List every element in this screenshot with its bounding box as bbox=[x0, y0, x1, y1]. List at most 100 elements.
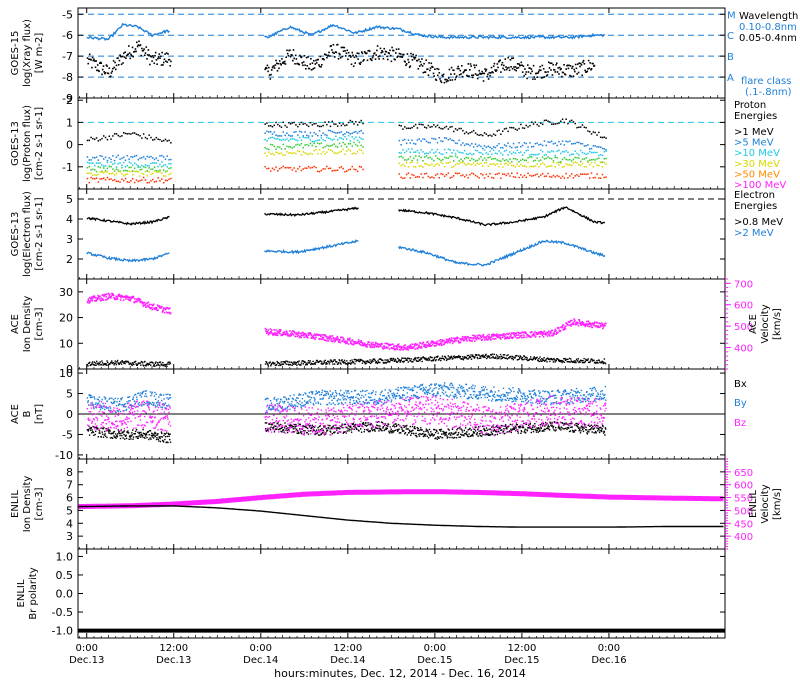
ace-by-point-117 bbox=[137, 403, 139, 405]
xray-long-point-307 bbox=[403, 53, 405, 56]
proton-1-point-40 bbox=[159, 155, 161, 157]
ace-density-point-205 bbox=[300, 364, 302, 366]
data-layer bbox=[78, 22, 725, 633]
proton-1-point-72 bbox=[309, 132, 312, 134]
ace-bx-point-603 bbox=[443, 431, 445, 434]
xray-long-point-267 bbox=[373, 52, 376, 54]
proton-5-point-35 bbox=[150, 180, 152, 182]
ace-velocity-point-852 bbox=[551, 334, 554, 337]
proton-2-point-143 bbox=[472, 153, 475, 155]
ace-bx-point-964 bbox=[600, 429, 603, 431]
proton-0-point-88 bbox=[338, 122, 341, 125]
ace-bx-point-120 bbox=[138, 431, 141, 434]
proton-4-point-165 bbox=[512, 164, 515, 167]
proton-1-point-155 bbox=[494, 146, 497, 149]
xray-long-point-182 bbox=[312, 68, 314, 70]
ace-velocity-point-131 bbox=[143, 301, 146, 304]
ace-bx-point-679 bbox=[476, 432, 478, 434]
ace-density-point-587 bbox=[521, 357, 524, 359]
ace-bx-point-952 bbox=[595, 432, 597, 434]
proton-2-point-117 bbox=[425, 152, 428, 155]
xray-long-point-245 bbox=[358, 52, 360, 55]
ace-bx-point-633 bbox=[456, 434, 458, 436]
ace-by-point-305 bbox=[313, 400, 316, 402]
ace-by-point-393 bbox=[352, 397, 354, 399]
proton-0-point-89 bbox=[340, 124, 343, 127]
proton-0-point-128 bbox=[445, 125, 448, 128]
ace-velocity-point-517 bbox=[406, 348, 408, 350]
ace-by-point-370 bbox=[342, 397, 344, 399]
ace-velocity-point-720 bbox=[494, 334, 497, 336]
ace-bx-point-813 bbox=[535, 428, 537, 430]
ace-velocity-point-290 bbox=[307, 332, 309, 334]
xray-long-point-549 bbox=[578, 62, 581, 64]
proton-5-point-201 bbox=[578, 175, 580, 177]
ace-bx-point-462 bbox=[382, 427, 384, 429]
ace-by-point-194 bbox=[265, 398, 267, 400]
ace-bx-point-691 bbox=[481, 425, 484, 428]
proton-0-point-97 bbox=[355, 121, 357, 123]
ace-velocity-point-457 bbox=[380, 345, 382, 347]
proton-4-point-151 bbox=[487, 165, 489, 167]
ace-bx-point-468 bbox=[384, 423, 387, 425]
ace-bx-point-37 bbox=[102, 436, 105, 438]
ace-by-point-106 bbox=[132, 396, 135, 398]
proton-0-point-187 bbox=[552, 123, 555, 125]
ace-velocity-point-23 bbox=[96, 298, 99, 301]
ace-bx-point-683 bbox=[478, 430, 480, 432]
ace-velocity-point-537 bbox=[414, 343, 417, 345]
ace-by-point-352 bbox=[334, 403, 336, 406]
ace-bx-point-380 bbox=[346, 430, 348, 432]
ace-by-point-49 bbox=[108, 409, 110, 411]
ace-bx-point-700 bbox=[485, 427, 488, 429]
ace-bx-point-204 bbox=[269, 429, 272, 431]
proton-0-point-62 bbox=[291, 122, 294, 124]
ace-bx-point-808 bbox=[532, 431, 535, 433]
ace-bx-point-22 bbox=[96, 428, 98, 430]
proton-5-point-94 bbox=[349, 168, 352, 170]
ace-density-point-182 bbox=[286, 361, 289, 363]
xray-long-point-541 bbox=[572, 75, 575, 77]
proton-3-point-188 bbox=[554, 156, 556, 159]
xray-long-point-464 bbox=[516, 63, 519, 65]
ace-velocity-point-689 bbox=[481, 339, 483, 342]
ace-bx-point-859 bbox=[555, 426, 557, 429]
proton-2-point-81 bbox=[326, 136, 328, 139]
proton-4-point-189 bbox=[556, 162, 558, 164]
ace-velocity-point-627 bbox=[454, 339, 456, 341]
ace-velocity-point-567 bbox=[427, 342, 430, 345]
ace-density-point-365 bbox=[393, 358, 395, 360]
electron-series-0-seg-0 bbox=[86, 215, 170, 226]
proton-0-point-183 bbox=[545, 119, 547, 121]
ace-bx-point-705 bbox=[488, 434, 490, 436]
proton-3-point-35 bbox=[150, 168, 152, 170]
ace-velocity-point-607 bbox=[445, 340, 447, 343]
ace-density-point-281 bbox=[344, 361, 346, 363]
proton-3-point-26 bbox=[133, 167, 136, 169]
ace-density-point-538 bbox=[493, 353, 495, 355]
proton-2-point-11 bbox=[106, 161, 109, 164]
ace-velocity-point-843 bbox=[548, 330, 550, 332]
proton-5-point-184 bbox=[547, 172, 549, 175]
proton-3-point-201 bbox=[578, 157, 580, 159]
ace-velocity-point-576 bbox=[431, 343, 434, 346]
ace-density-point-588 bbox=[522, 359, 524, 361]
proton-4-point-110 bbox=[413, 166, 415, 168]
proton-0-point-26 bbox=[133, 132, 136, 134]
ace-velocity-point-250 bbox=[289, 333, 292, 335]
ace-velocity-point-182 bbox=[165, 311, 168, 314]
xray-long-point-78 bbox=[143, 48, 145, 50]
ace-velocity-point-460 bbox=[381, 343, 383, 345]
xray-long-point-10 bbox=[94, 60, 96, 62]
ace-by-point-387 bbox=[349, 399, 351, 401]
xray-long-point-120 bbox=[267, 70, 269, 73]
proton-4-point-191 bbox=[560, 162, 562, 164]
ace-density-point-354 bbox=[386, 361, 389, 363]
ace-velocity-point-810 bbox=[533, 333, 536, 336]
ace-density-point-581 bbox=[518, 358, 520, 360]
ace-by-point-230 bbox=[281, 407, 283, 409]
xray-long-point-123 bbox=[269, 78, 272, 80]
ace-velocity-point-680 bbox=[477, 337, 479, 339]
ace-density-point-45 bbox=[112, 362, 115, 364]
proton-5-point-155 bbox=[494, 173, 497, 176]
